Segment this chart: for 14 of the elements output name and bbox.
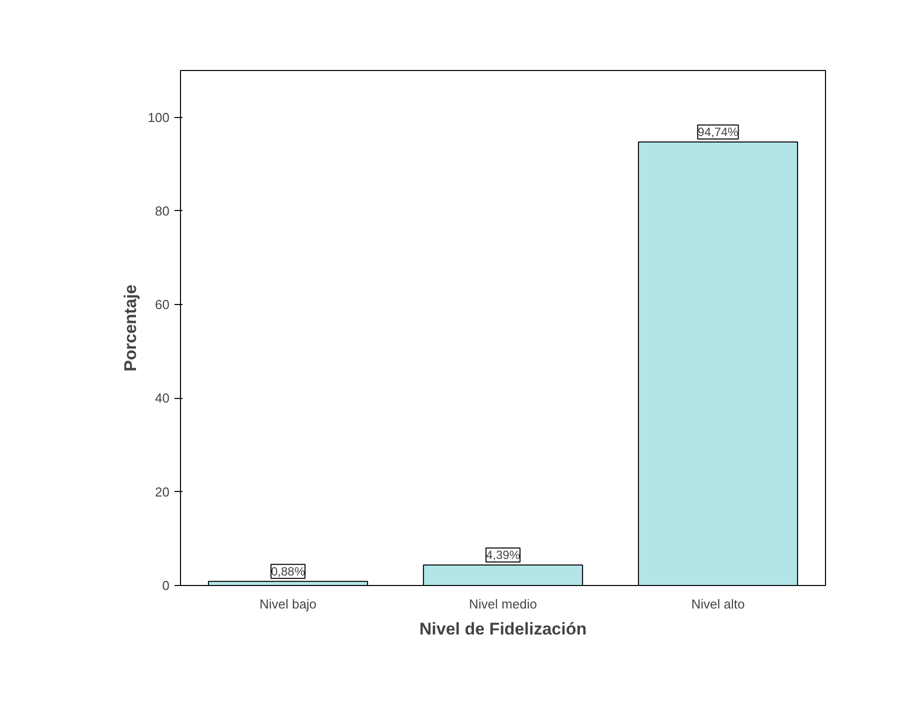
y-tick-label: 40 bbox=[155, 390, 170, 406]
bar bbox=[638, 141, 798, 586]
y-tick-label: 60 bbox=[155, 297, 170, 312]
x-tick-label: Nivel medio bbox=[469, 596, 537, 612]
y-tick-label: 100 bbox=[148, 110, 170, 125]
bar bbox=[422, 564, 584, 586]
data-label: 94,74% bbox=[698, 124, 739, 139]
y-tick-label: 0 bbox=[162, 578, 170, 593]
y-axis-title: Porcentaje bbox=[120, 284, 140, 372]
x-axis-title: Nivel de Fidelización bbox=[419, 620, 587, 638]
y-tick-label: 20 bbox=[155, 484, 170, 500]
x-tick-label: Nivel bajo bbox=[259, 596, 317, 612]
x-tick-label: Nivel alto bbox=[691, 596, 745, 612]
y-tick-label: 80 bbox=[155, 203, 170, 218]
